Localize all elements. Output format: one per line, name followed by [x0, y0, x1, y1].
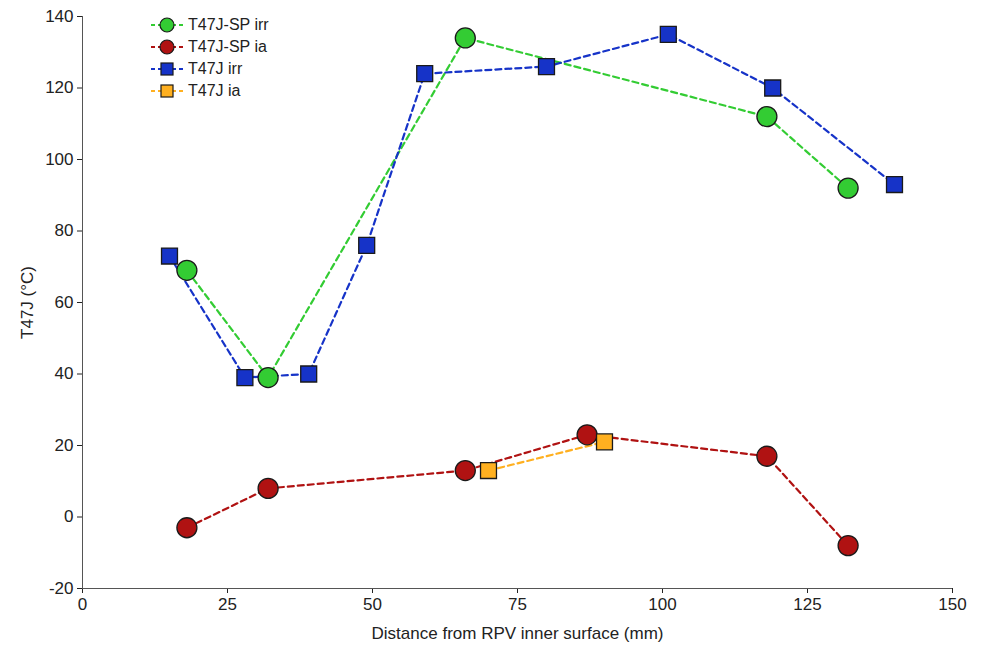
- svg-text:20: 20: [55, 436, 74, 455]
- svg-text:80: 80: [55, 221, 74, 240]
- svg-text:T47J (°C): T47J (°C): [18, 266, 37, 339]
- svg-text:120: 120: [45, 78, 73, 97]
- html-text:T47J-SP irr: T47J-SP irr: [188, 16, 269, 33]
- svg-text:40: 40: [55, 364, 74, 383]
- svg-text:75: 75: [508, 595, 527, 614]
- svg-text:50: 50: [363, 595, 382, 614]
- svg-text:100: 100: [648, 595, 676, 614]
- svg-text:25: 25: [218, 595, 237, 614]
- svg-text:125: 125: [793, 595, 821, 614]
- svg-text:0: 0: [78, 595, 87, 614]
- svg-text:140: 140: [45, 7, 73, 26]
- svg-text:60: 60: [55, 293, 74, 312]
- html-text:T47J ia: T47J ia: [188, 82, 241, 99]
- svg-text:150: 150: [938, 595, 966, 614]
- svg-text:-20: -20: [49, 579, 74, 598]
- html-text:T47J-SP ia: T47J-SP ia: [188, 38, 267, 55]
- svg-text:100: 100: [45, 150, 73, 169]
- svg-text:Distance from RPV inner surfac: Distance from RPV inner surface (mm): [372, 624, 664, 643]
- svg-text:0: 0: [64, 507, 73, 526]
- html-text:T47J irr: T47J irr: [188, 60, 243, 77]
